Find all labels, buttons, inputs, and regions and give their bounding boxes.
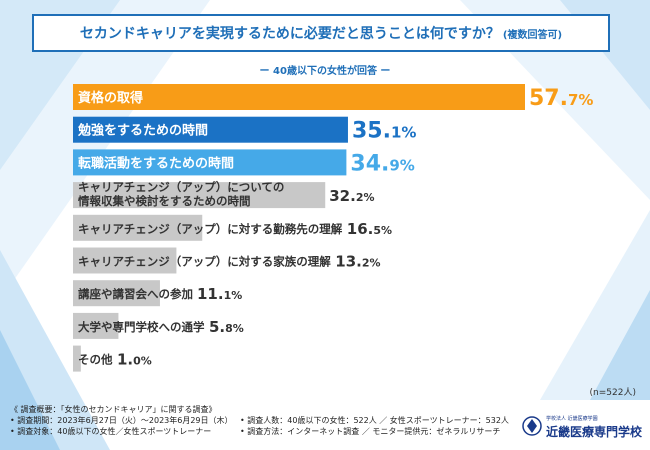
value-label-7: 11.1% [197, 285, 242, 303]
chart-title-sub: (複数回答可) [502, 29, 563, 41]
value-label-minor: 8% [225, 322, 244, 335]
bar-label-2: 勉強をするための時間 [77, 123, 208, 139]
bar-7 [73, 280, 160, 307]
bar-5 [73, 214, 203, 241]
bar-6 [73, 247, 177, 274]
chart-title-main: セカンドキャリアを実現するために必要だと思うことは何ですか？ [79, 26, 500, 42]
bar-9 [73, 345, 81, 372]
value-label-major: 34. [350, 151, 389, 176]
value-label-3: 34.9% [350, 151, 414, 176]
bar-label-6: キャリアチェンジ（アップ）に対する家族の理解 [78, 255, 331, 269]
survey-heading: 《 調査概要：「女性のセカンドキャリア」に関する調査》 [10, 405, 217, 414]
value-label-major: 5. [209, 318, 225, 336]
chart-subtitle: ー 40歳以下の女性が回答 ー [259, 66, 391, 77]
bar-3 [73, 149, 347, 176]
survey-method: • 調査方法：インターネット調査 [240, 427, 360, 436]
value-label-major: 57. [529, 86, 568, 111]
bar-label-9: その他 [78, 353, 113, 367]
value-label-minor: 2% [356, 191, 375, 204]
survey-respondents: • 調査人数：40歳以下の女性：522人 ／ 女性スポーツトレーナー：532人 [240, 416, 509, 425]
value-label-minor: 1% [224, 289, 243, 302]
survey-period: • 調査期間：2023年6月27日（火）〜2023年6月29日（木） [10, 416, 233, 425]
value-label-major: 13. [335, 253, 362, 271]
bar-label-7: 講座や講習会への参加 [78, 287, 193, 301]
value-label-major: 11. [197, 285, 224, 303]
bar-label-3: 転職活動をするための時間 [78, 155, 234, 171]
value-label-major: 16. [347, 220, 374, 238]
value-label-minor: 2% [362, 257, 381, 270]
value-label-1: 57.7% [529, 86, 593, 111]
sample-size: (n=522人) [589, 388, 636, 398]
value-label-minor: 5% [373, 224, 392, 237]
school-emblem-icon [522, 416, 542, 436]
value-label-4: 32.2% [329, 187, 374, 205]
survey-target: • 調査対象：40歳以下の女性／女性スポーツトレーナー [10, 427, 212, 436]
value-label-9: 1.0% [117, 351, 152, 369]
value-label-major: 1. [117, 351, 133, 369]
value-label-8: 5.8% [209, 318, 244, 336]
bar-8 [73, 312, 119, 339]
bar-label-5: キャリアチェンジ（アップ）に対する勤務先の理解 [78, 222, 343, 236]
school-logo: 学校法人 近畿医療学園 近畿医療専門学校 [522, 414, 642, 440]
school-name: 近畿医療専門学校 [546, 425, 643, 439]
survey-provider: ／ モニター提供元：ゼネラルリサーチ [361, 427, 501, 436]
value-label-major: 32. [329, 187, 356, 205]
bar-label-4: キャリアチェンジ（アップ）についての情報収集や検討をするための時間 [77, 180, 284, 208]
value-label-minor: 1% [391, 124, 416, 142]
bar-1 [73, 84, 525, 110]
value-label-6: 13.2% [335, 253, 380, 271]
school-corporation-name: 学校法人 近畿医療学園 [546, 416, 598, 422]
value-label-minor: 7% [568, 91, 593, 109]
value-label-minor: 9% [389, 156, 414, 174]
bar-label-line: キャリアチェンジ（アップ）についての [78, 180, 284, 194]
bar-label-line: 情報収集や検討をするための時間 [77, 194, 251, 208]
bar-label-1: 資格の取得 [78, 90, 143, 106]
value-label-major: 35. [352, 119, 391, 144]
value-label-minor: 0% [133, 355, 152, 368]
chart-title: セカンドキャリアを実現するために必要だと思うことは何ですか？ (複数回答可) [32, 14, 610, 52]
bar-2 [73, 116, 348, 143]
survey-overview: 《 調査概要：「女性のセカンドキャリア」に関する調査》 • 調査期間：2023年… [10, 404, 510, 437]
bar-4 [73, 182, 326, 209]
value-label-5: 16.5% [347, 220, 392, 238]
value-label-2: 35.1% [352, 119, 416, 144]
bar-label-8: 大学や専門学校への通学 [78, 320, 205, 334]
